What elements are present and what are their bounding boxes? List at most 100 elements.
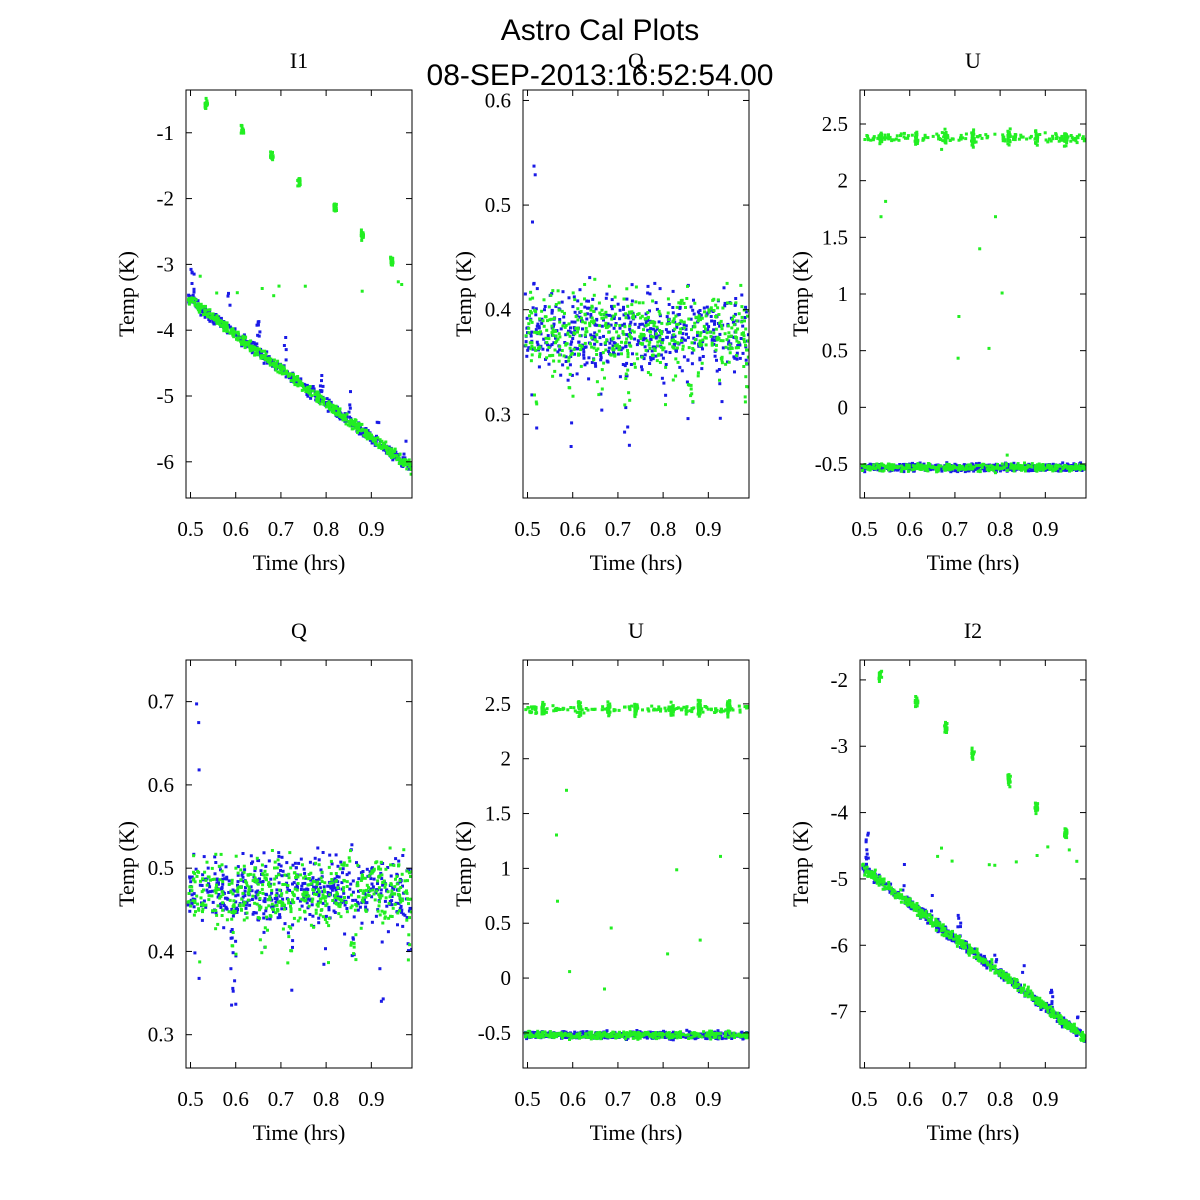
scatter-point-blue (259, 880, 263, 884)
scatter-point-green (553, 348, 557, 352)
scatter-point-green (260, 951, 264, 955)
scatter-point-green (869, 138, 873, 142)
scatter-point-green (362, 889, 366, 893)
scatter-point-green (614, 323, 618, 327)
scatter-point-green (1016, 462, 1020, 466)
scatter-point-green (205, 860, 209, 864)
scatter-point-blue (599, 358, 603, 362)
scatter-point-blue (646, 318, 650, 322)
scatter-point-green (890, 139, 894, 143)
scatter-point-green (660, 332, 664, 336)
y-tick-label: 0.5 (822, 339, 848, 363)
scatter-point-green (980, 466, 984, 469)
scatter-point-green (306, 877, 310, 881)
scatter-point-green (331, 405, 335, 409)
scatter-point-green (255, 879, 259, 883)
scatter-point-blue (277, 854, 281, 858)
scatter-point-blue (541, 347, 545, 351)
scatter-point-blue (291, 863, 295, 867)
scatter-point-blue (670, 336, 674, 340)
scatter-point-blue (278, 913, 282, 917)
scatter-point-green (266, 898, 270, 902)
scatter-point-green (263, 869, 267, 873)
scatter-point-green (557, 301, 561, 305)
scatter-point-green (539, 330, 542, 334)
scatter-point-blue (309, 878, 313, 882)
scatter-point-blue (644, 321, 648, 325)
scatter-point-green (376, 879, 380, 883)
scatter-point-green (323, 918, 327, 921)
scatter-point-blue (267, 355, 271, 359)
scatter-point-blue (686, 336, 690, 340)
scatter-point-blue (535, 324, 539, 328)
scatter-point-green (360, 427, 364, 431)
scatter-point-green (561, 324, 565, 328)
scatter-point-blue (573, 310, 577, 314)
scatter-point-blue (319, 868, 323, 872)
scatter-point-blue (581, 1030, 585, 1034)
scatter-point-green (878, 463, 882, 467)
scatter-point-green (680, 339, 683, 342)
scatter-point-green (603, 341, 607, 345)
scatter-point-green (220, 914, 224, 917)
scatter-point-blue (568, 363, 572, 367)
scatter-point-green (243, 901, 247, 905)
scatter-point-green (303, 892, 307, 895)
scatter-point-blue (949, 470, 953, 474)
scatter-point-blue (955, 469, 959, 473)
scatter-point-green (547, 337, 551, 341)
scatter-point-green (677, 301, 681, 305)
scatter-point-green (992, 468, 996, 472)
scatter-point-blue (296, 886, 299, 890)
scatter-point-blue (305, 901, 309, 905)
scatter-point-green (345, 863, 349, 867)
scatter-point-blue (591, 297, 595, 301)
scatter-point-green (292, 893, 296, 897)
scatter-point-green (190, 296, 194, 300)
scatter-point-green (735, 339, 739, 343)
scatter-point-blue (314, 886, 318, 890)
scatter-point-green (538, 352, 542, 356)
scatter-point-green (299, 380, 303, 384)
scatter-point-green (242, 918, 246, 922)
scatter-point-green (727, 360, 731, 364)
scatter-point-green (396, 457, 400, 461)
scatter-point-green (324, 405, 328, 409)
scatter-point-green (378, 896, 382, 900)
scatter-point-green (307, 894, 311, 898)
scatter-point-blue (200, 918, 204, 922)
scatter-point-green (705, 331, 709, 335)
scatter-point-blue (262, 899, 266, 903)
scatter-point-green (409, 897, 412, 901)
scatter-point-green (220, 863, 224, 867)
scatter-point-green (220, 869, 224, 873)
scatter-point-green (249, 339, 253, 343)
scatter-point-blue (285, 861, 289, 865)
plot-frame (522, 89, 750, 499)
scatter-point-green (545, 356, 549, 360)
x-tick-label: 0.9 (358, 517, 384, 541)
scatter-point-blue (219, 906, 223, 909)
scatter-point-blue (303, 871, 307, 875)
scatter-point-green (957, 138, 961, 142)
scatter-point-green (734, 330, 738, 334)
scatter-point-blue (740, 1030, 744, 1034)
scatter-point-green (866, 137, 870, 141)
scatter-point-green (268, 357, 272, 361)
scatter-marks (187, 96, 412, 476)
scatter-point-blue (279, 869, 282, 872)
scatter-point-blue (618, 308, 622, 312)
scatter-point-blue (568, 330, 572, 334)
scatter-point-green (580, 345, 584, 349)
scatter-point-blue (587, 299, 590, 303)
scatter-point-blue (317, 858, 321, 862)
scatter-point-green (528, 341, 532, 345)
scatter-point-green (564, 343, 568, 347)
scatter-point-green (359, 889, 362, 892)
scatter-point-green (1075, 141, 1079, 145)
scatter-point-blue (609, 323, 613, 327)
scatter-point-green (646, 311, 650, 314)
scatter-point-blue (275, 897, 279, 901)
scatter-point-blue (648, 292, 652, 296)
scatter-point-green (560, 309, 564, 313)
